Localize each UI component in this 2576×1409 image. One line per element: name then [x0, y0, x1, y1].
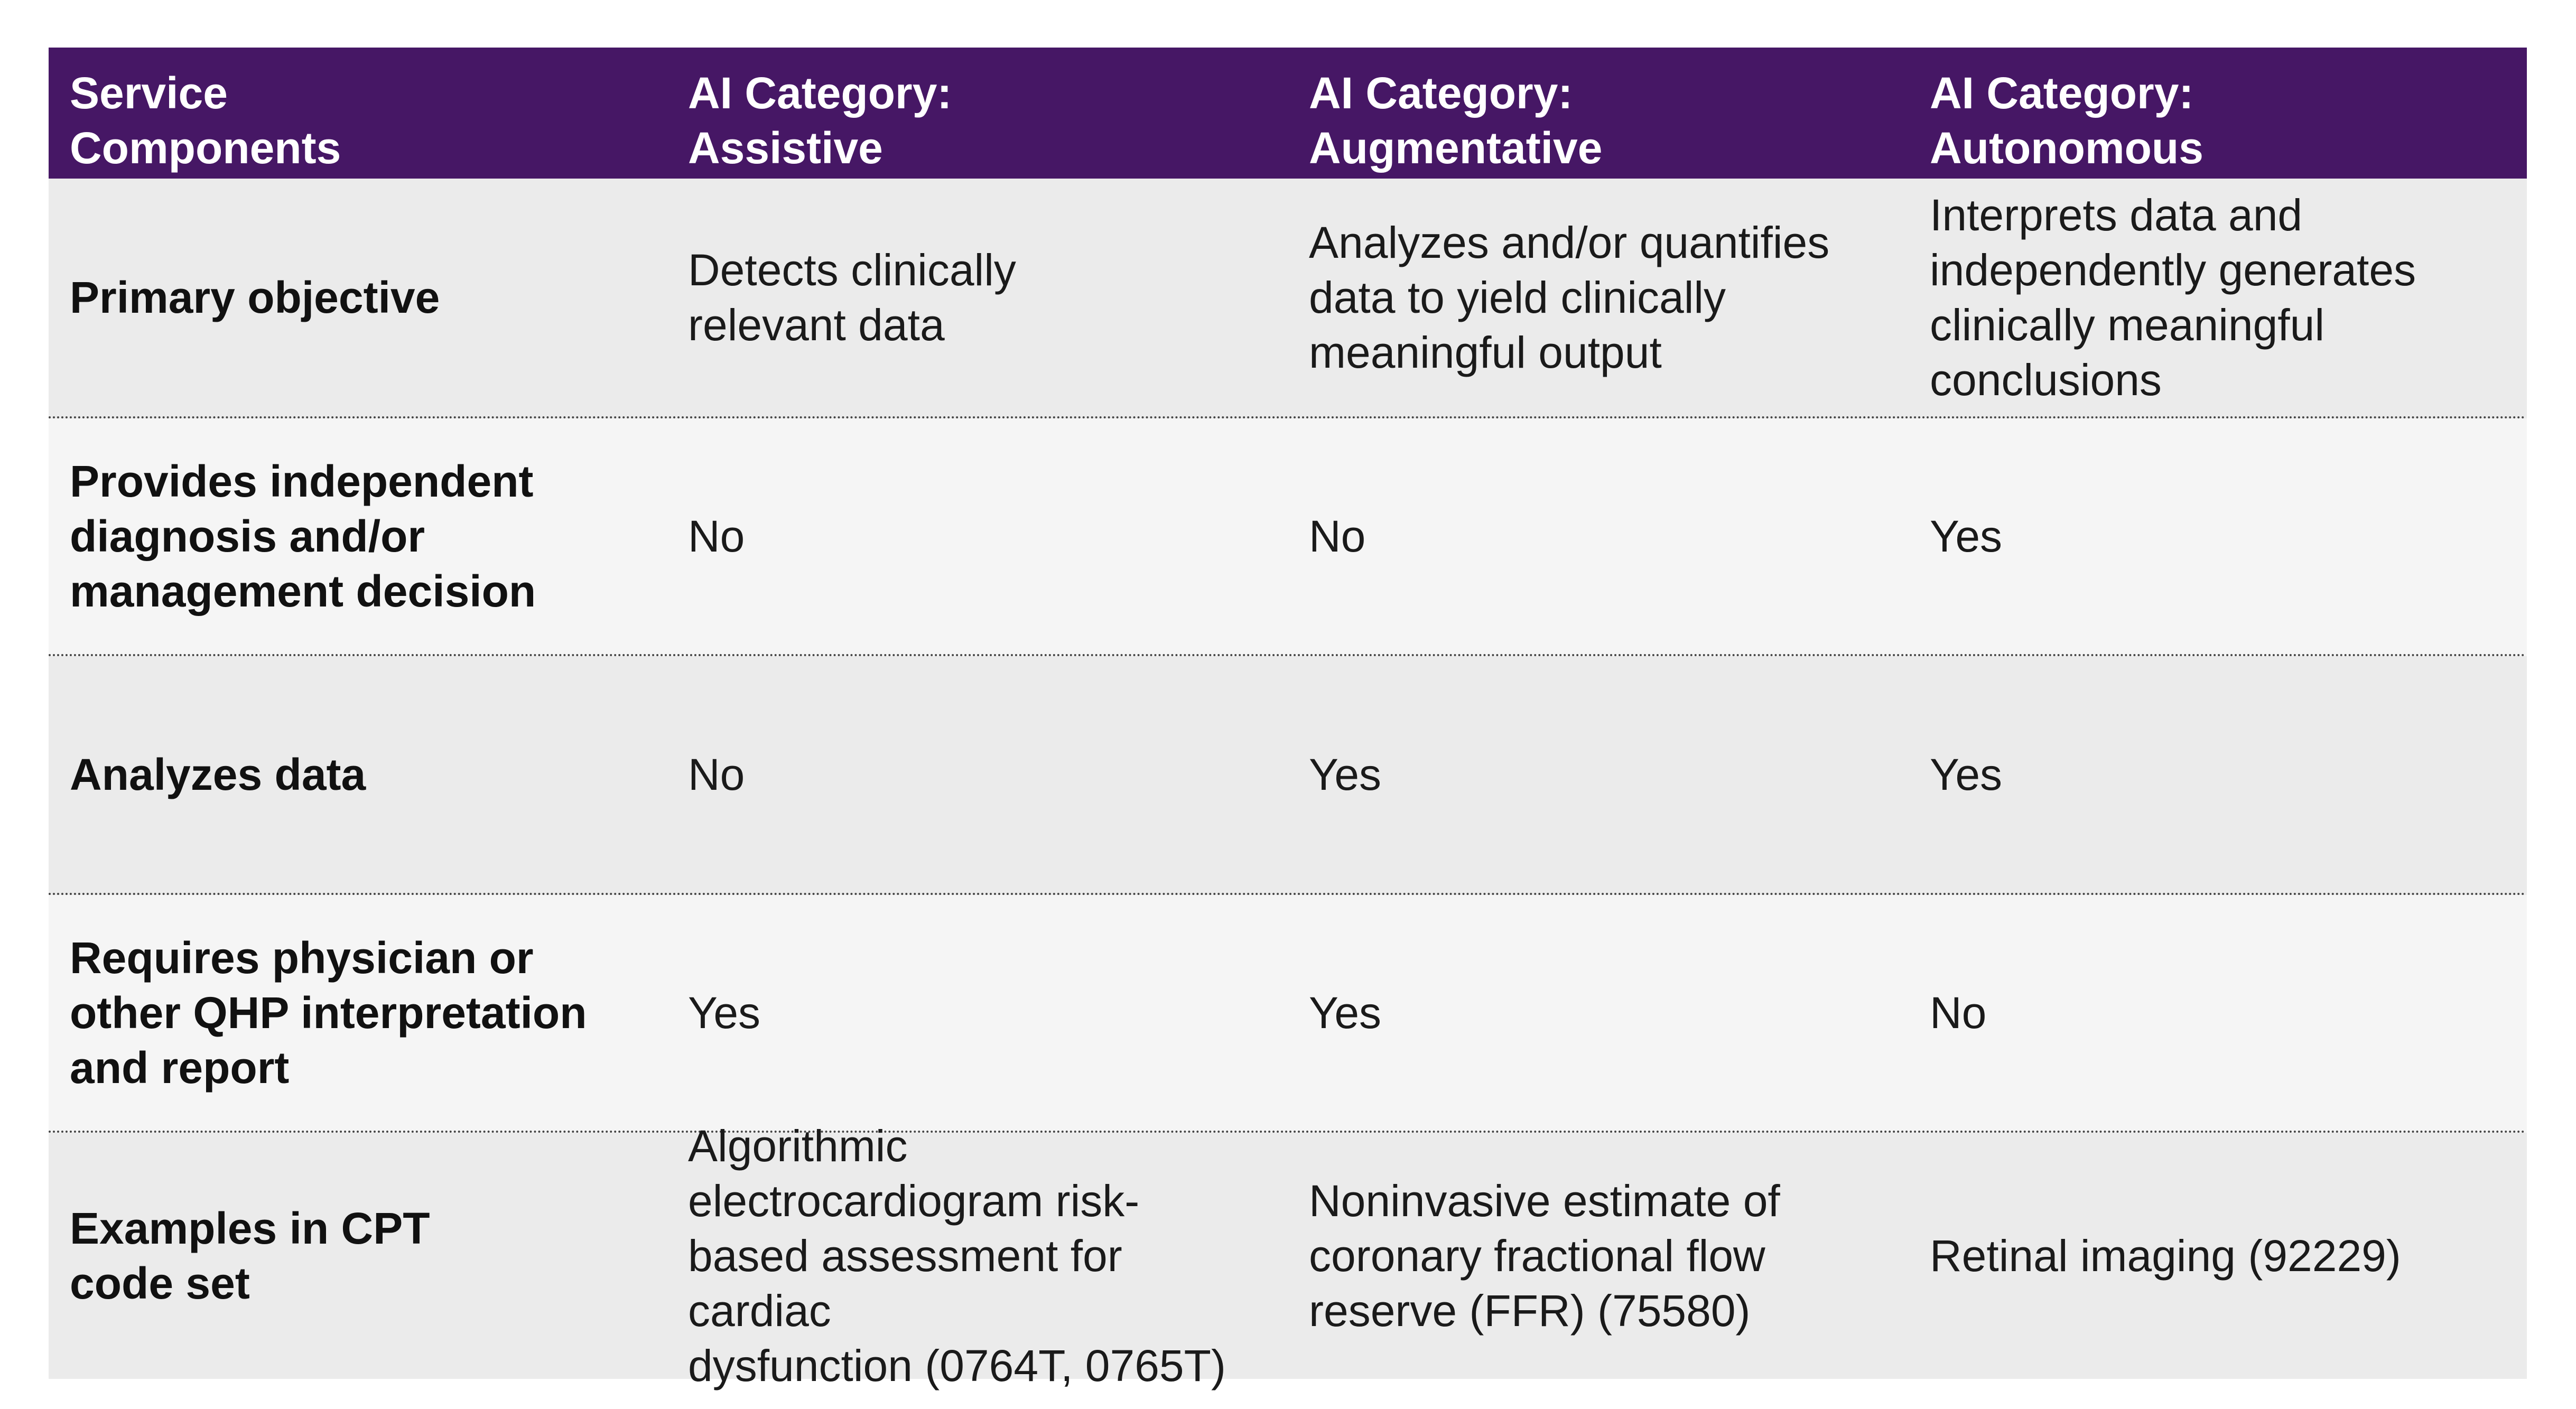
autonomous-cell: Retinal imaging (92229) — [1930, 1231, 2401, 1281]
row-label: Requires physician or other QHP interpret… — [70, 933, 587, 1093]
augmentative-cell: Analyzes and/or quantifies data to yield … — [1309, 218, 1830, 377]
table-row: Examples in CPT code set Algorithmic elect… — [49, 1121, 2527, 1391]
row-label: Analyzes data — [70, 750, 366, 799]
assistive-cell: No — [688, 511, 745, 561]
table-header: Service Components AI Category: Assistive … — [49, 48, 2527, 179]
augmentative-cell: Yes — [1309, 750, 1382, 799]
row-label: Primary objective — [70, 273, 440, 322]
augmentative-cell: No — [1309, 511, 1366, 561]
assistive-cell: Detects clinically relevant data — [688, 245, 1016, 350]
header-augmentative: AI Category: Augmentative — [1309, 68, 1603, 173]
autonomous-cell: Yes — [1930, 750, 2003, 799]
augmentative-cell: Yes — [1309, 988, 1382, 1038]
assistive-cell: Yes — [688, 988, 761, 1038]
table-row: Requires physician or other QHP interpret… — [49, 895, 2527, 1133]
assistive-cell: Algorithmic electrocardiogram risk-based … — [688, 1121, 1226, 1391]
assistive-cell: No — [688, 750, 745, 799]
table-row: Primary objective Detects clinically rele… — [49, 179, 2527, 418]
header-assistive: AI Category: Assistive — [688, 68, 952, 173]
autonomous-cell: No — [1930, 988, 1987, 1038]
row-label: Provides independent diagnosis and/or mana… — [70, 456, 536, 616]
autonomous-cell: Yes — [1930, 511, 2003, 561]
ai-category-table: Service Components AI Category: Assistive … — [49, 48, 2527, 1391]
row-label: Examples in CPT code set — [70, 1203, 430, 1308]
autonomous-cell: Interprets data and independently generat… — [1930, 190, 2416, 405]
table-row: Analyzes data No Yes Yes — [49, 656, 2527, 895]
header-autonomous: AI Category: Autonomous — [1930, 68, 2203, 173]
table-row: Provides independent diagnosis and/or mana… — [49, 418, 2527, 656]
header-service-components: Service Components — [70, 68, 341, 173]
augmentative-cell: Noninvasive estimate of coronary fraction… — [1309, 1176, 1780, 1336]
